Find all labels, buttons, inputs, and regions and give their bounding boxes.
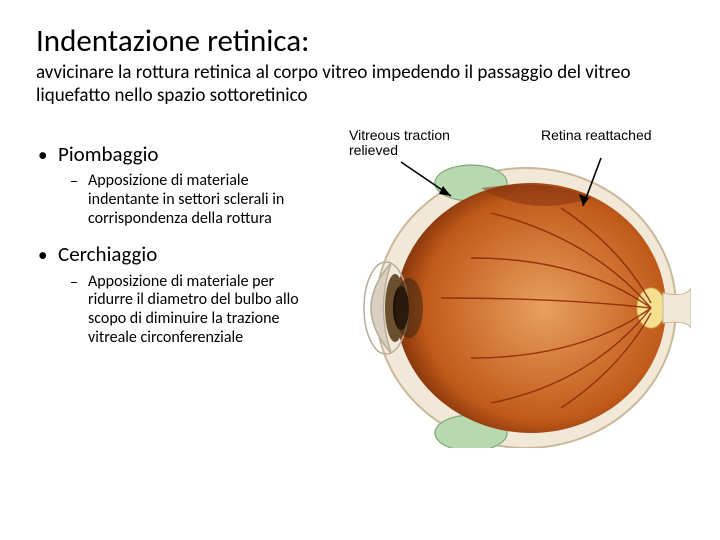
slide: Indentazione retinica: avvicinare la rot…: [0, 0, 720, 540]
eye-svg: [331, 128, 691, 448]
bullet-cerchiaggio: • Cerchiaggio: [36, 242, 331, 266]
text-column: • Piombaggio – Apposizione di materiale …: [36, 138, 331, 448]
figure-column: Vitreous traction relieved Retina reatta…: [331, 128, 691, 448]
bullet-dot-icon: •: [36, 146, 58, 165]
subbullet-text: Apposizione di materiale per ridurre il …: [88, 273, 318, 349]
subbullet-piombaggio: – Apposizione di materiale indentante in…: [70, 172, 331, 229]
bullet-dot-icon: •: [36, 246, 58, 265]
bullet-piombaggio: • Piombaggio: [36, 142, 331, 166]
content-row: • Piombaggio – Apposizione di materiale …: [36, 138, 684, 448]
slide-subtitle: avvicinare la rottura retinica al corpo …: [36, 62, 676, 108]
bullet-dash-icon: –: [70, 172, 88, 192]
subbullet-text: Apposizione di materiale indentante in s…: [88, 172, 318, 229]
slide-title: Indentazione retinica:: [36, 24, 684, 58]
bullet-dash-icon: –: [70, 273, 88, 293]
bullet-label: Piombaggio: [58, 142, 158, 166]
subbullet-cerchiaggio: – Apposizione di materiale per ridurre i…: [70, 273, 331, 349]
eye-diagram: Vitreous traction relieved Retina reatta…: [331, 128, 691, 448]
bullet-label: Cerchiaggio: [58, 242, 157, 266]
